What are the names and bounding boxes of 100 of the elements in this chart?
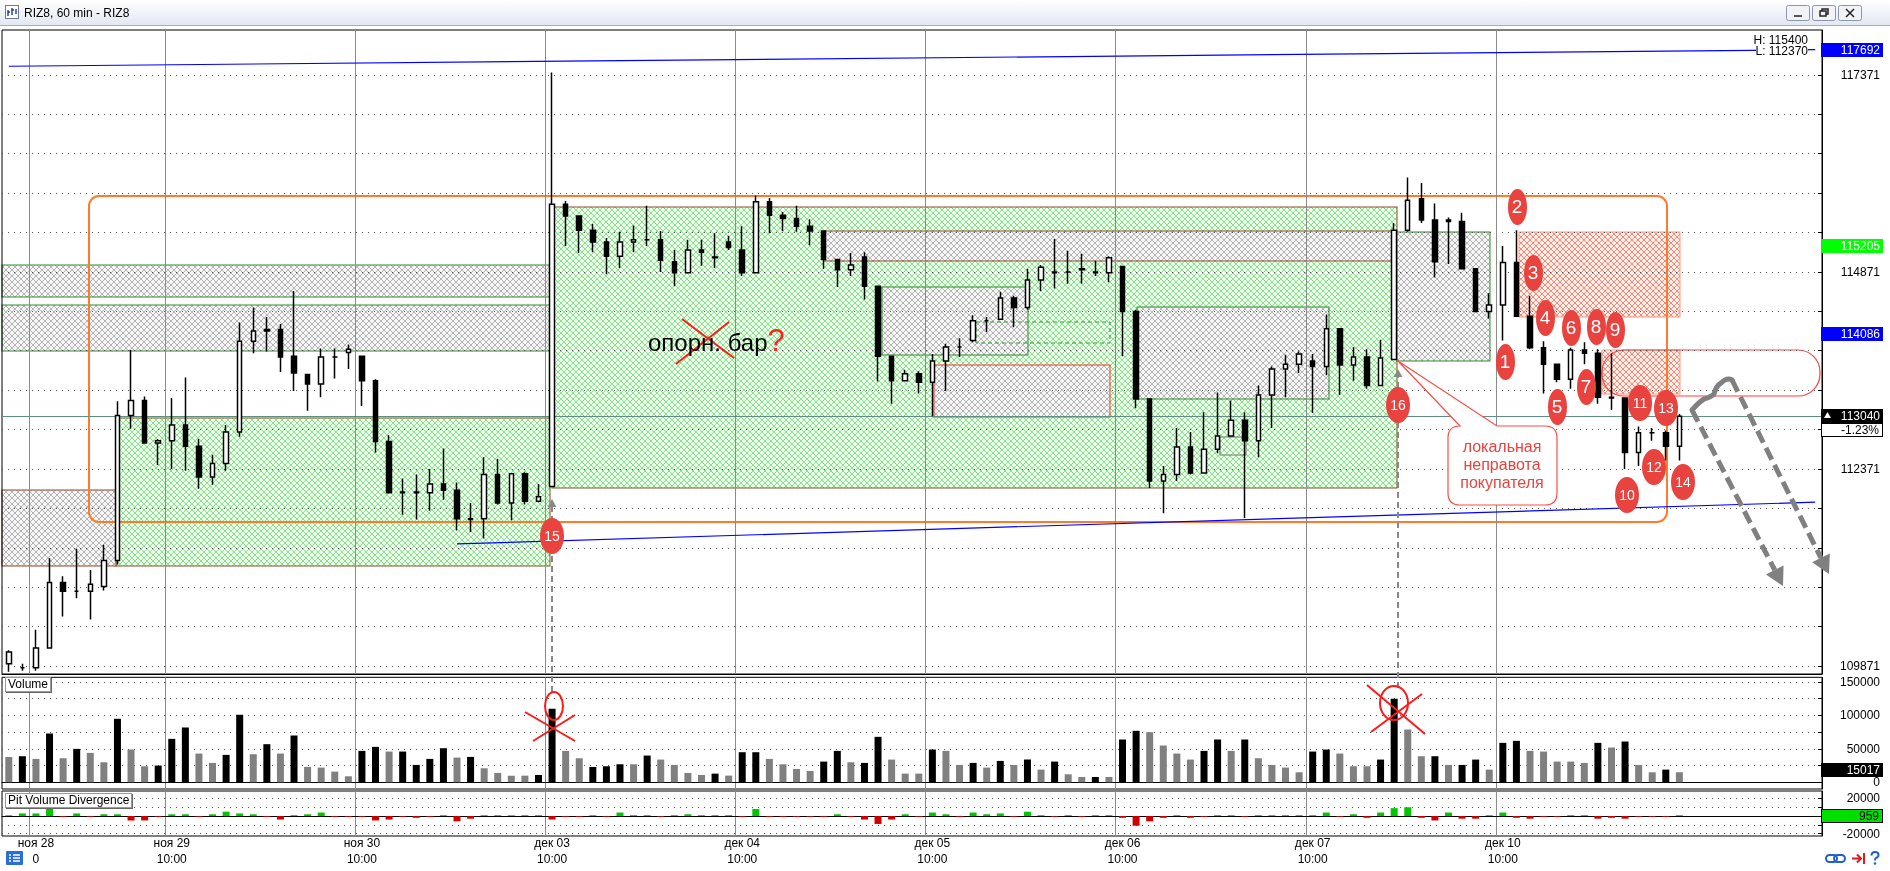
candlestick	[154, 438, 162, 466]
bar	[1010, 764, 1018, 783]
bar	[860, 816, 868, 820]
candlestick	[671, 249, 678, 287]
candlestick	[480, 456, 488, 540]
candlestick	[834, 258, 841, 288]
bar	[1485, 769, 1493, 783]
annotation: 1	[1495, 344, 1515, 380]
candlestick	[1078, 253, 1086, 285]
y-tick-label: 114871	[1840, 264, 1881, 279]
candlestick	[1553, 363, 1561, 384]
text: 15017	[1821, 763, 1883, 777]
annotation: H: 115400	[1753, 33, 1808, 47]
candlestick	[725, 234, 732, 251]
candlestick	[1092, 260, 1099, 277]
candlestick	[1363, 348, 1371, 390]
candlestick	[263, 316, 271, 353]
bar	[548, 816, 556, 820]
candlestick	[1499, 245, 1507, 342]
bar	[1635, 764, 1643, 783]
candlestick	[399, 477, 406, 516]
annotation: 13	[1654, 390, 1678, 426]
text: 117692	[1821, 42, 1883, 57]
bar	[779, 764, 787, 783]
bar	[1444, 764, 1452, 783]
bar	[209, 762, 217, 783]
candlestick	[1567, 346, 1574, 390]
annotation: L: 112370	[1755, 44, 1808, 58]
y-tick-label: 100000	[1839, 708, 1881, 723]
candlestick	[1132, 309, 1140, 410]
candlestick	[345, 343, 352, 370]
bar	[1023, 811, 1031, 817]
bar	[765, 758, 773, 783]
candlestick	[114, 400, 121, 566]
annotation: локальная неправота покупателя	[1459, 438, 1545, 492]
candlestick	[1540, 340, 1547, 395]
candlestick	[413, 473, 420, 521]
candlestick	[358, 355, 366, 407]
bar	[1607, 747, 1615, 783]
candlestick	[59, 575, 67, 618]
x-tick-label: ноя 29 10:00	[153, 836, 191, 866]
bar	[331, 771, 339, 783]
candlestick	[1526, 294, 1534, 350]
bar	[59, 758, 67, 783]
bar	[942, 750, 950, 783]
candlestick	[589, 223, 597, 254]
candlestick	[942, 342, 950, 392]
candlestick	[766, 197, 773, 235]
candlestick	[195, 438, 203, 490]
candlestick	[861, 251, 868, 301]
bar	[1417, 756, 1425, 783]
bar	[1268, 764, 1276, 783]
bar	[1349, 766, 1357, 783]
bar	[494, 772, 502, 783]
annotation: 3	[1523, 255, 1543, 291]
candlestick	[1119, 265, 1126, 358]
candlestick	[535, 483, 542, 503]
candlestick	[1472, 268, 1479, 313]
bar	[1037, 769, 1045, 783]
chart-title: Pit Volume Divergence	[5, 793, 133, 808]
bar	[1336, 753, 1344, 783]
bar	[1580, 762, 1588, 783]
candlestick	[426, 468, 434, 512]
candlestick	[1404, 176, 1411, 233]
x-tick-label: ноя 28 0	[17, 836, 55, 866]
candlestick	[915, 370, 923, 395]
bar	[1540, 751, 1548, 783]
annotation: 15	[540, 518, 564, 554]
candlestick	[1200, 411, 1208, 474]
bar	[1553, 761, 1561, 783]
text: -1.23%	[1821, 423, 1883, 438]
candlestick	[304, 372, 311, 412]
bar	[847, 762, 855, 783]
candlestick	[643, 205, 651, 247]
candlestick	[1485, 292, 1493, 320]
candlestick	[820, 230, 827, 270]
candlestick	[1187, 431, 1194, 476]
bar	[480, 768, 488, 783]
bar	[317, 767, 325, 783]
candlestick	[1350, 346, 1357, 382]
annotation: 16	[1386, 387, 1410, 423]
bar	[697, 774, 705, 783]
bar	[1254, 758, 1262, 783]
annotation: 8	[1586, 309, 1606, 345]
candlestick	[317, 347, 325, 399]
candlestick	[1295, 350, 1303, 374]
candlestick	[1418, 182, 1425, 224]
candlestick	[372, 378, 379, 454]
candlestick	[1214, 391, 1221, 455]
bar	[901, 773, 909, 783]
bar	[806, 770, 814, 783]
bar	[684, 772, 692, 783]
candlestick	[901, 368, 909, 382]
bar	[372, 816, 380, 821]
candlestick	[1635, 425, 1642, 467]
candlestick	[847, 252, 855, 277]
candlestick	[983, 316, 990, 333]
bar	[453, 816, 461, 822]
candlestick	[168, 397, 176, 470]
y-tick-label: 150000	[1839, 675, 1881, 689]
